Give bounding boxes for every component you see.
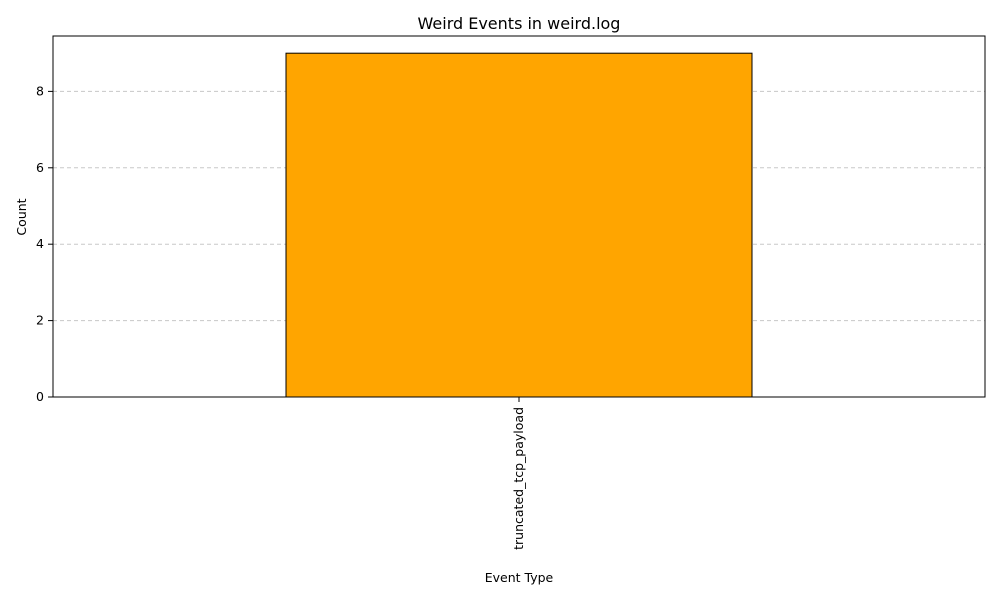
plot-frame [52,35,986,398]
y-axis: 0 2 4 6 8 [36,83,53,404]
bars-layer [285,52,753,398]
y-tick-label-2: 2 [36,313,44,328]
bar-truncated_tcp_payload [285,52,753,398]
y-axis-label: Count [14,198,29,235]
y-tick-label-8: 8 [36,83,44,98]
x-tick-label-truncated_tcp_payload: truncated_tcp_payload [511,407,526,550]
y-tick-label-6: 6 [36,160,44,175]
y-tick-label-0: 0 [36,389,44,404]
chart-title: Weird Events in weird.log [418,14,621,33]
x-axis-label: Event Type [485,570,554,585]
x-axis: truncated_tcp_payload [511,397,526,550]
y-tick-label-4: 4 [36,236,44,251]
